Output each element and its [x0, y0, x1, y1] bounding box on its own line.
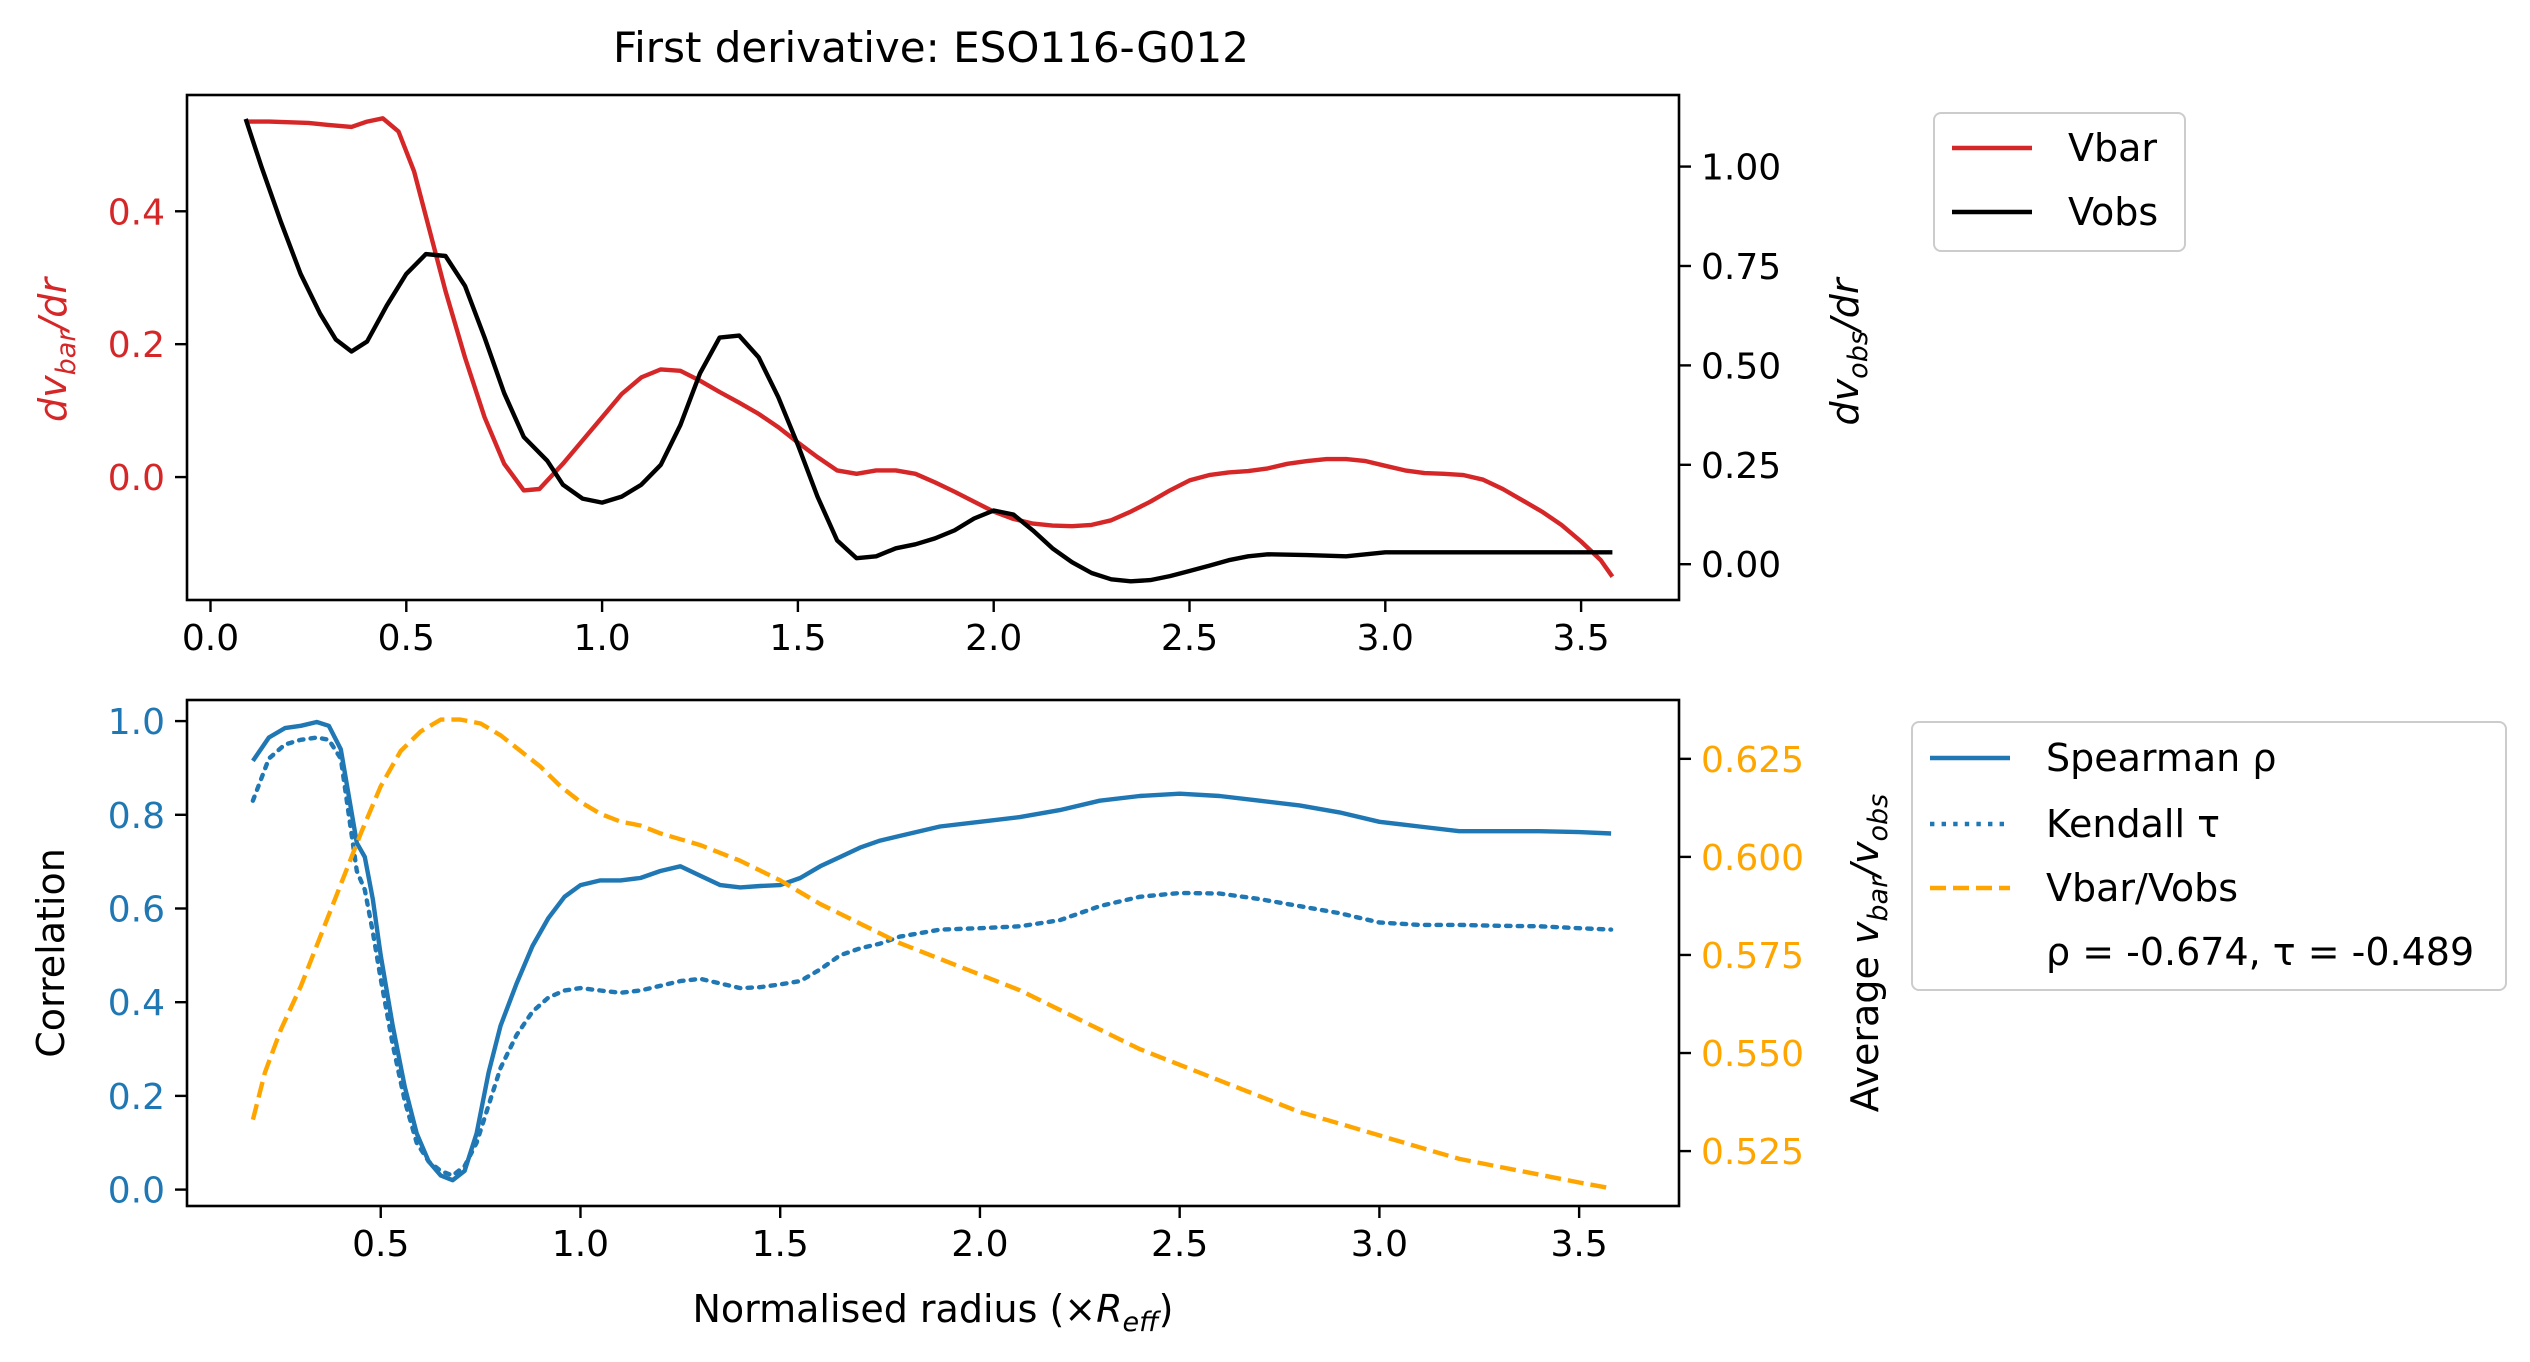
bottom-legend-box — [1911, 721, 2507, 991]
right-y-tick-label: 0.525 — [1701, 1132, 1804, 1173]
top-panel-right-ticks: 0.00 0.25 0.50 0.75 1.00 — [1679, 148, 1781, 586]
left-y-tick-label: 0.0 — [108, 458, 165, 499]
top-legend: Vbar Vobs — [1933, 112, 2186, 252]
x-tick-label: 2.0 — [965, 618, 1022, 659]
x-tick-label: 2.5 — [1161, 618, 1218, 659]
right-y-tick-label: 0.00 — [1701, 545, 1781, 586]
bottom-panel-left-ticks: 0.0 0.2 0.4 0.6 0.8 1.0 — [108, 702, 187, 1212]
top-panel-left-ylabel: dvbar/dr — [31, 276, 82, 422]
series-line-vobs — [243, 118, 1613, 584]
series-line-vbar — [245, 116, 1615, 578]
x-tick-label: 3.0 — [1351, 1224, 1408, 1265]
series-line-vbar-vobs — [250, 717, 1612, 1191]
x-tick-label: 3.0 — [1357, 618, 1414, 659]
x-tick-label: 1.0 — [573, 618, 630, 659]
bottom-panel-series — [250, 717, 1614, 1191]
left-y-tick-label: 0.4 — [108, 983, 165, 1024]
bottom-panel-right-ylabel: Average vbar/vobs — [1843, 794, 1894, 1112]
bottom-panel-right-ticks: 0.525 0.550 0.575 0.600 0.625 — [1679, 740, 1804, 1173]
top-panel-title: First derivative: ESO116-G012 — [613, 23, 1249, 72]
x-tick-label: 3.5 — [1551, 1224, 1608, 1265]
top-panel-series — [243, 116, 1615, 584]
left-y-tick-label: 0.4 — [108, 192, 165, 233]
x-tick-label: 3.5 — [1552, 618, 1609, 659]
x-tick-label: 0.0 — [182, 618, 239, 659]
legend-vobs-label: Vobs — [2068, 190, 2158, 234]
legend-ratio-label: Vbar/Vobs — [2046, 866, 2238, 910]
right-y-tick-label: 0.550 — [1701, 1034, 1804, 1075]
left-y-tick-label: 0.2 — [108, 325, 165, 366]
bottom-panel-xlabel: Normalised radius (×Reff) — [693, 1287, 1174, 1338]
x-tick-label: 2.5 — [1151, 1224, 1208, 1265]
right-y-tick-label: 1.00 — [1701, 148, 1781, 189]
right-y-tick-label: 0.75 — [1701, 247, 1781, 288]
top-panel-right-ylabel: dvobs/dr — [1823, 276, 1874, 425]
left-y-tick-label: 1.0 — [108, 702, 165, 743]
bottom-panel: 0.5 1.0 1.5 2.0 2.5 3.0 3.5 0.0 0.2 0.4 0.6 0.8 1.0… — [29, 698, 2507, 1338]
x-tick-label: 1.0 — [552, 1224, 609, 1265]
right-y-tick-label: 0.625 — [1701, 740, 1804, 781]
legend-kendall-label: Kendall τ — [2046, 802, 2220, 846]
bottom-legend: Spearman ρ Kendall τ Vbar/Vobs ρ = -0.67… — [1911, 721, 2507, 991]
left-y-tick-label: 0.0 — [108, 1171, 165, 1212]
top-panel-frame — [185, 93, 1681, 602]
top-panel-left-ticks: 0.0 0.2 0.4 — [108, 192, 187, 499]
right-y-tick-label: 0.50 — [1701, 346, 1781, 387]
left-y-tick-label: 0.8 — [108, 796, 165, 837]
bottom-panel-left-ylabel: Correlation — [29, 848, 73, 1058]
right-y-tick-label: 0.25 — [1701, 446, 1781, 487]
x-tick-label: 0.5 — [378, 618, 435, 659]
top-panel-x-ticks: 0.0 0.5 1.0 1.5 2.0 2.5 3.0 3.5 — [182, 600, 1610, 659]
x-tick-label: 1.5 — [752, 1224, 809, 1265]
x-tick-label: 0.5 — [352, 1224, 409, 1265]
right-y-tick-label: 0.600 — [1701, 838, 1804, 879]
series-line-kendall — [250, 735, 1614, 1178]
left-y-tick-label: 0.6 — [108, 889, 165, 930]
top-panel: First derivative: ESO116-G012 0.0 0.5 1.0 1… — [31, 23, 2186, 659]
bottom-panel-x-ticks: 0.5 1.0 1.5 2.0 2.5 3.0 3.5 — [352, 1206, 1608, 1265]
legend-stats-note: ρ = -0.674, τ = -0.489 — [2046, 930, 2474, 974]
series-line-spearman — [251, 719, 1612, 1183]
right-y-tick-label: 0.575 — [1701, 936, 1804, 977]
x-tick-label: 2.0 — [951, 1224, 1008, 1265]
legend-spearman-label: Spearman ρ — [2046, 736, 2276, 780]
bottom-panel-frame — [185, 698, 1681, 1208]
x-tick-label: 1.5 — [769, 618, 826, 659]
left-y-tick-label: 0.2 — [108, 1077, 165, 1118]
legend-vbar-label: Vbar — [2068, 126, 2157, 170]
